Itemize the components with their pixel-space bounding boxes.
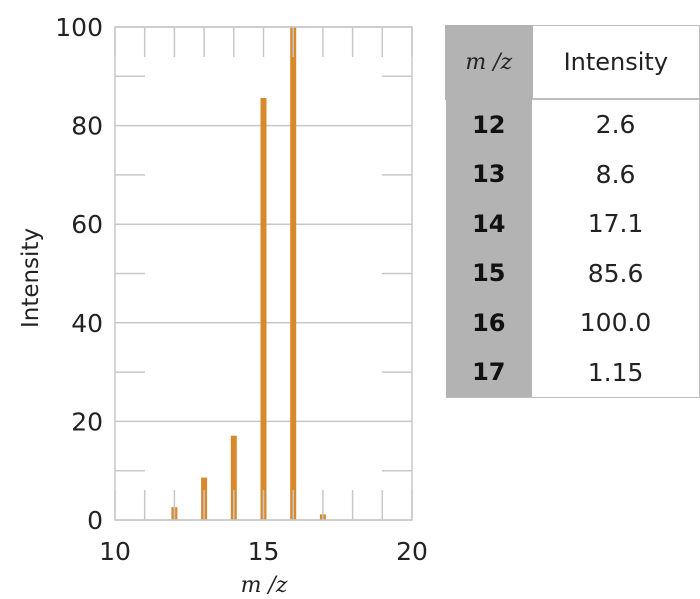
mz-cell: 12 [445,99,533,150]
intensity-cell: 8.6 [532,149,700,199]
tick-marks [114,27,413,520]
column-header-intensity: Intensity [532,25,700,100]
y-tick-label: 20 [71,407,103,436]
mz-cell: 13 [445,149,533,199]
mz-cell: 15 [445,248,533,298]
bars [171,27,326,520]
x-axis-title: m /z [241,573,288,598]
mass-spectrum-chart: 0 20 40 60 80 100 10 15 20 Intensity m /z [18,13,428,598]
tick-labels: 0 20 40 60 80 100 10 15 20 [55,13,428,566]
bar-mz-15 [260,97,267,520]
mz-intensity-table: m /z Intensity 12 2.6 13 8.6 14 17.1 15 … [445,25,700,398]
mz-cell: 16 [445,298,533,348]
table-row: 13 8.6 [445,149,700,199]
intensity-cell: 17.1 [532,199,700,249]
table-row: 12 2.6 [445,99,700,150]
bar-mz-16 [290,27,297,520]
x-tick-label: 20 [396,537,428,566]
y-tick-label: 40 [71,309,103,338]
y-tick-label: 0 [87,506,103,535]
table-header-row: m /z Intensity [445,25,700,100]
y-axis-title: Intensity [18,228,44,328]
column-header-mz: m /z [445,25,533,100]
table-row: 17 1.15 [445,347,700,398]
intensity-cell: 2.6 [532,99,700,150]
intensity-cell: 100.0 [532,298,700,348]
table-row: 16 100.0 [445,298,700,348]
intensity-cell: 85.6 [532,248,700,298]
y-tick-label: 80 [71,112,103,141]
x-tick-label: 15 [248,537,280,566]
y-tick-label: 60 [71,210,103,239]
intensity-cell: 1.15 [532,347,700,398]
bar-mz-14 [230,435,237,520]
table-row: 14 17.1 [445,199,700,249]
x-tick-label: 10 [99,537,131,566]
mz-cell: 14 [445,199,533,249]
y-tick-label: 100 [55,13,103,42]
mz-cell: 17 [445,347,533,398]
table-row: 15 85.6 [445,248,700,298]
